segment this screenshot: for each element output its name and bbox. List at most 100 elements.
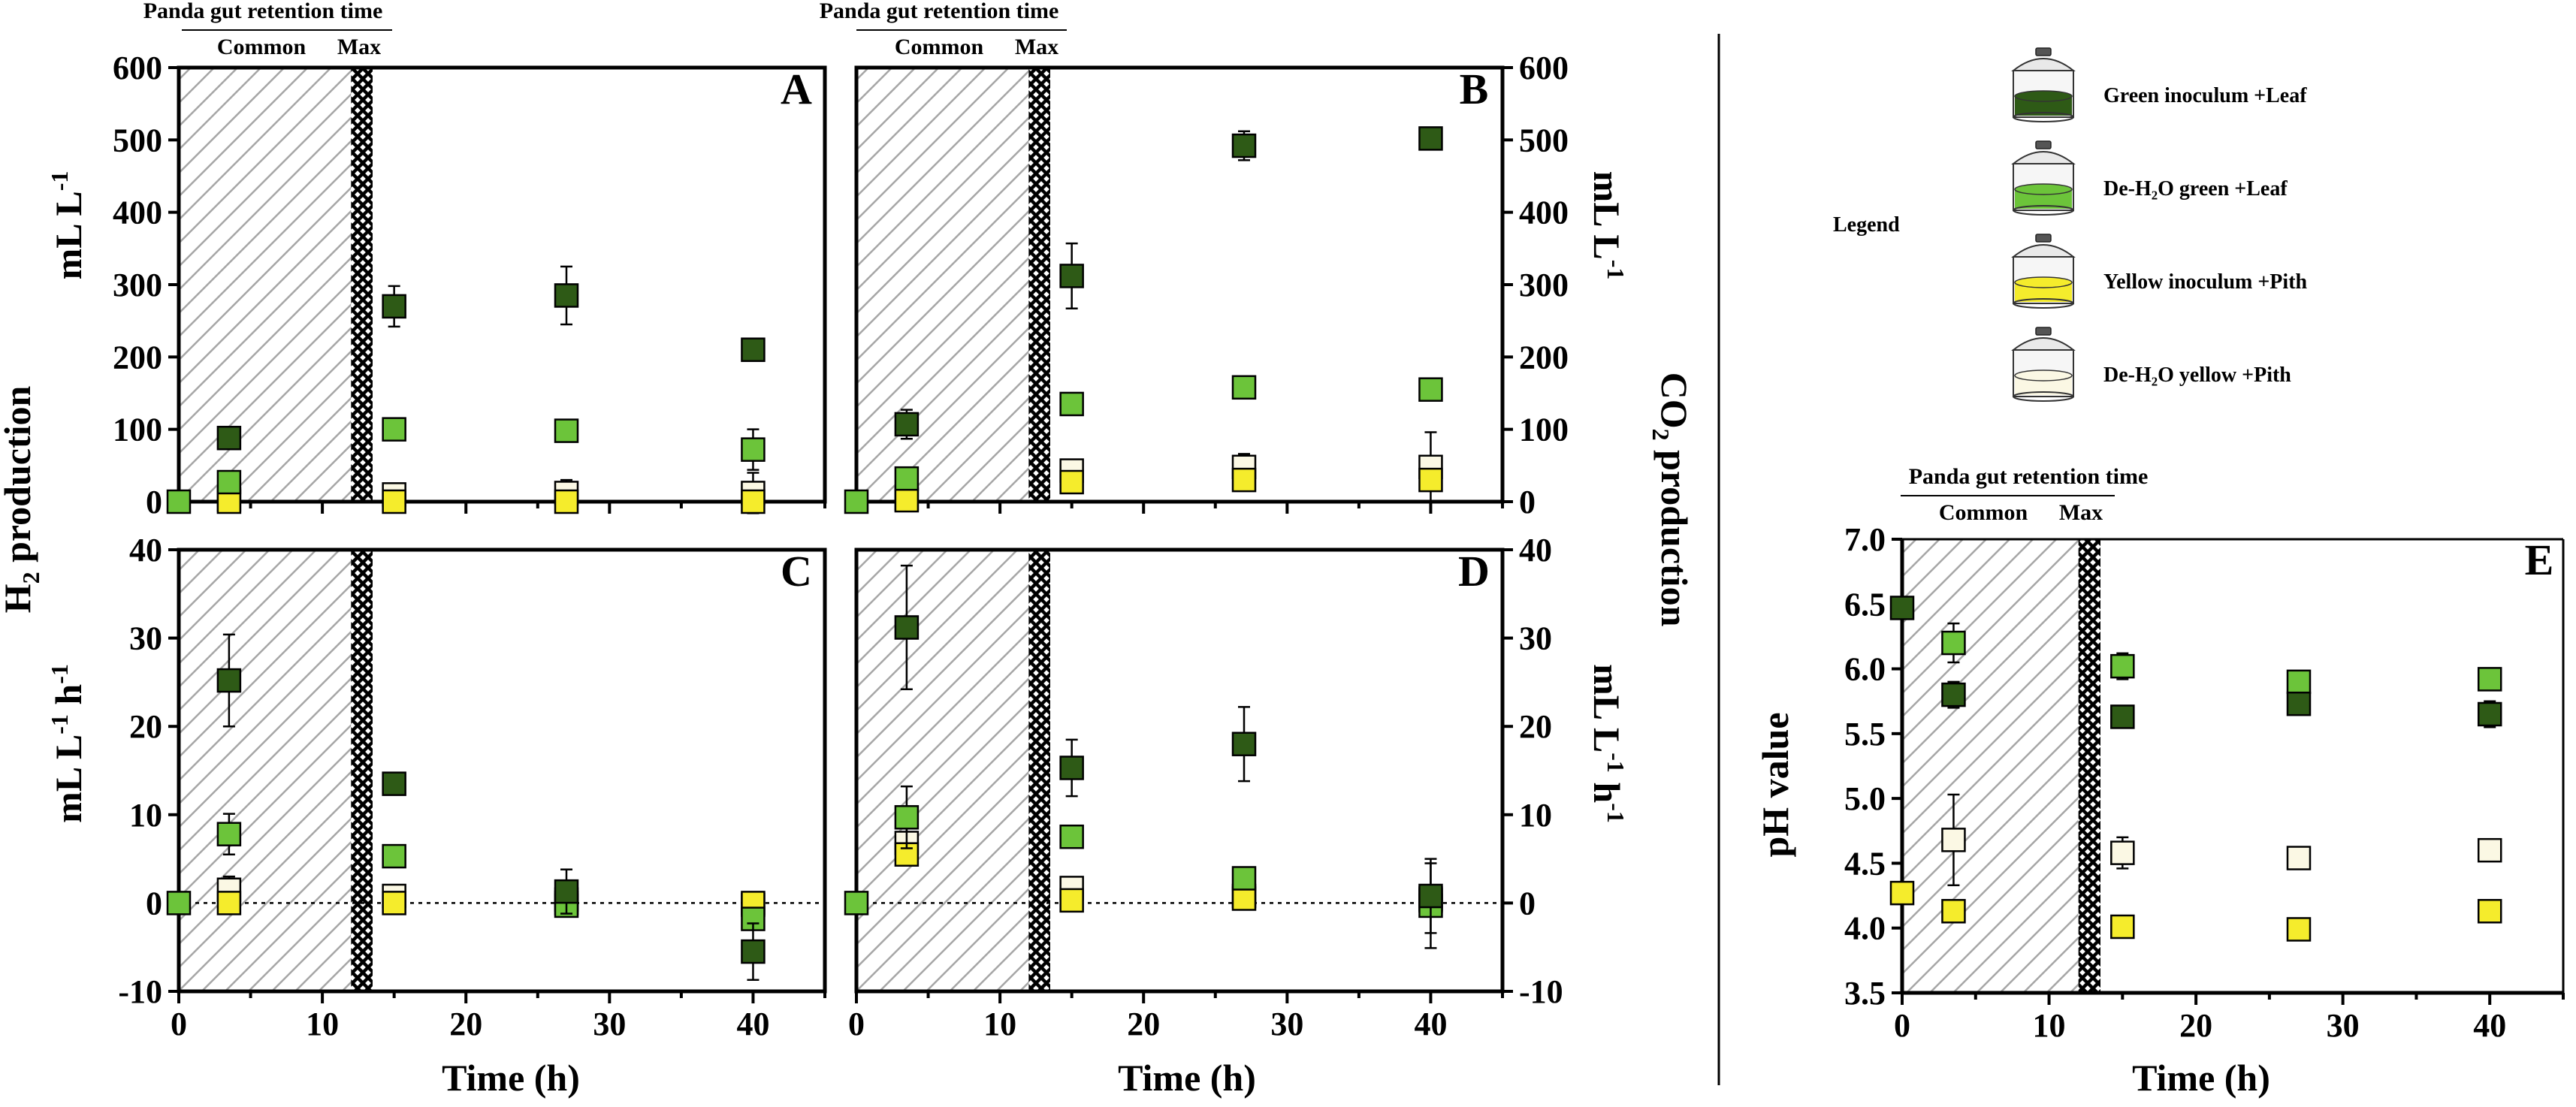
data-point: [2110, 840, 2135, 865]
legend-entry-label: Green inoculum +Leaf: [2103, 84, 2307, 107]
y-tick-label: 500: [1519, 122, 1569, 158]
light-green-culture-bottle-icon: [2011, 140, 2076, 216]
svg-text:mL L-1: mL L-1: [1586, 171, 1629, 280]
common-retention-region: [1902, 539, 2079, 993]
panel-letter: C: [781, 547, 812, 596]
data-point: [1941, 899, 1966, 924]
x-tick-label: 20: [1127, 1006, 1160, 1042]
data-point: [2477, 899, 2502, 924]
y-tick-label: -10: [1519, 973, 1563, 1010]
data-point: [2477, 667, 2502, 692]
panel-letter: D: [1458, 547, 1490, 596]
y-tick-label: 40: [1519, 532, 1552, 569]
y-tick-label: 40: [129, 532, 162, 569]
legend-entry-label: De-H₂O yellow +Pith: [2103, 363, 2291, 387]
panel-d-unit-label: mL L-1 h-1: [1586, 664, 1629, 823]
data-point: [216, 425, 242, 451]
data-point: [2477, 837, 2502, 863]
max-retention-region: [1028, 550, 1050, 991]
data-point: [1231, 886, 1257, 911]
panel-c-unit-label: mL L-1 h-1: [46, 664, 89, 823]
y-tick-label: 5.5: [1844, 716, 1886, 753]
y-tick-label: 10: [129, 797, 162, 834]
x-tick-label: 30: [1270, 1006, 1303, 1042]
y-tick-label: 300: [1519, 267, 1569, 303]
gut-annotation-common: Common: [895, 35, 984, 59]
common-retention-region: [856, 68, 1029, 502]
gut-annotation-title: Panda gut retention time: [1909, 464, 2149, 489]
x-tick-label: 40: [736, 1006, 769, 1042]
panel-e-ph: 3.5 4.0 4.5 5.0 5.5 6.0 6.5 7.0 0 10 20 30 40 E: [1844, 521, 2565, 1044]
panel-letter: E: [2525, 535, 2554, 584]
max-retention-region: [351, 68, 373, 502]
data-point: [741, 437, 766, 462]
y-tick-label: 20: [1519, 708, 1552, 745]
common-retention-region: [179, 68, 352, 502]
y-tick-label: 5.0: [1844, 780, 1886, 817]
y-tick-label: 400: [1519, 195, 1569, 231]
h2-production-axis-title: H2 production: [0, 385, 44, 613]
data-point: [1889, 880, 1915, 906]
y-tick-label: 4.0: [1844, 910, 1886, 947]
y-tick-label: 300: [113, 267, 162, 303]
data-point: [554, 283, 579, 308]
data-point: [216, 469, 242, 495]
y-tick-label: 100: [113, 412, 162, 448]
gut-annotation-common: Common: [217, 35, 307, 59]
x-tick-label: 40: [1414, 1006, 1447, 1042]
cream-culture-bottle-icon: [2011, 327, 2076, 402]
y-tick-label: 20: [129, 708, 162, 745]
common-retention-region: [856, 550, 1029, 991]
x-tick-label: 30: [593, 1006, 626, 1042]
y-tick-label: 0: [146, 484, 162, 520]
data-point: [1059, 469, 1084, 495]
y-tick-label: 6.0: [1844, 651, 1886, 688]
data-point: [844, 489, 869, 514]
plot-frame: [854, 547, 1505, 994]
data-point: [1941, 682, 1966, 707]
y-tick-label: 100: [1519, 412, 1569, 448]
data-point: [2286, 917, 2312, 942]
max-retention-region: [351, 550, 373, 991]
data-point: [216, 668, 242, 693]
y-tick-label: 10: [1519, 797, 1552, 834]
svg-text:mL L-1 h-1: mL L-1 h-1: [46, 664, 89, 823]
y-tick-label: -10: [118, 973, 162, 1010]
data-point: [741, 337, 766, 362]
panel-letter: B: [1460, 65, 1489, 113]
common-retention-region: [179, 550, 352, 991]
data-point: [2110, 653, 2135, 679]
data-point: [2286, 669, 2312, 695]
panel-letter: A: [781, 65, 812, 113]
svg-text:H2 production: H2 production: [0, 385, 44, 613]
gut-annotation-b: Panda gut retention time Common Max: [820, 0, 1067, 59]
data-point: [216, 891, 242, 915]
max-retention-region: [2078, 539, 2100, 993]
gut-annotation-common: Common: [1939, 500, 2028, 525]
data-point: [2477, 701, 2502, 727]
legend-entry-label: Yellow inoculum +Pith: [2103, 270, 2308, 294]
y-tick-label: 0: [146, 885, 162, 921]
time-axis-title-left: Time (h): [442, 1057, 580, 1099]
co2-production-axis-title: CO2 production: [1647, 373, 1696, 627]
data-point: [1418, 377, 1443, 402]
time-axis-title-middle: Time (h): [1118, 1057, 1256, 1099]
gut-annotation-max: Max: [337, 35, 381, 59]
data-point: [1941, 630, 1966, 656]
gut-annotation-max: Max: [2059, 500, 2103, 525]
data-point: [216, 822, 242, 846]
data-point: [1418, 467, 1443, 493]
data-point: [382, 489, 406, 514]
y-tick-label: 200: [1519, 339, 1569, 376]
green-culture-bottle-icon: [2011, 47, 2076, 122]
data-point: [1231, 133, 1257, 158]
data-point: [894, 615, 920, 640]
y-tick-label: 30: [1519, 620, 1552, 657]
data-point: [554, 489, 579, 514]
data-point: [1059, 888, 1084, 913]
legend: Legend Green inoculum +Leaf De-H₂O green …: [1833, 47, 2308, 402]
svg-text:CO2 production: CO2 production: [1647, 373, 1696, 627]
x-tick-label: 40: [2473, 1007, 2506, 1044]
gut-annotation-title: Panda gut retention time: [143, 0, 383, 23]
